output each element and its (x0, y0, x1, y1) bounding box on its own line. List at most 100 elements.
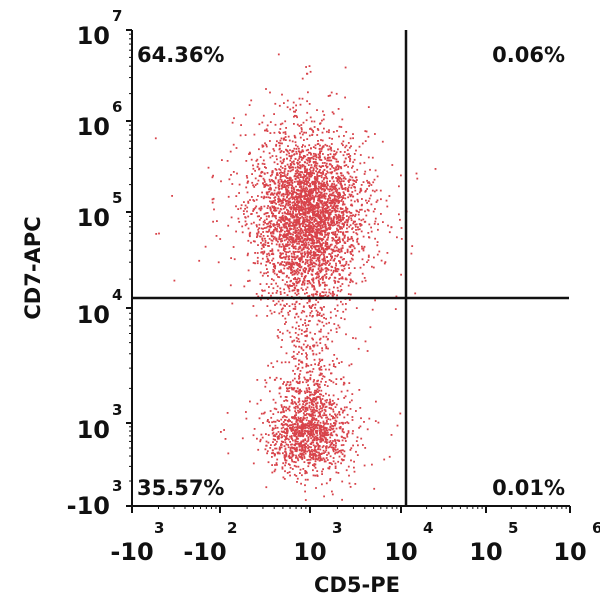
data-point (297, 183, 299, 186)
data-point (272, 300, 275, 302)
data-point (309, 160, 312, 163)
data-point (284, 217, 287, 220)
data-point (311, 403, 314, 406)
data-point (333, 157, 336, 160)
data-point (317, 415, 320, 418)
data-point (294, 357, 297, 360)
data-point (282, 383, 284, 385)
data-point (345, 206, 347, 209)
data-point (323, 185, 325, 188)
data-point (283, 239, 286, 242)
data-point (314, 189, 316, 192)
data-point (287, 425, 290, 427)
data-point (333, 246, 336, 249)
data-point (262, 246, 265, 248)
data-point (296, 423, 299, 426)
data-point (303, 451, 305, 453)
data-point (291, 196, 294, 198)
data-point (326, 438, 329, 441)
data-point (319, 425, 322, 428)
data-point (317, 202, 320, 205)
data-point (281, 272, 284, 275)
data-point (318, 457, 320, 460)
data-point (305, 190, 308, 192)
data-point (306, 397, 309, 400)
data-point (308, 239, 311, 242)
data-point (358, 250, 361, 253)
data-point (279, 160, 282, 163)
data-point (335, 158, 338, 161)
data-point (337, 215, 339, 218)
data-point (320, 148, 323, 150)
data-point (364, 340, 367, 343)
data-point (287, 209, 290, 212)
data-point (300, 232, 303, 234)
data-point (338, 196, 341, 199)
data-point (329, 201, 332, 204)
data-point (303, 139, 305, 141)
data-point (312, 338, 314, 341)
data-point (318, 232, 321, 235)
data-point (294, 231, 297, 233)
data-point (345, 219, 348, 222)
data-point (301, 458, 304, 461)
data-point (307, 433, 310, 435)
data-point (324, 224, 327, 226)
data-point (321, 321, 324, 324)
data-point (272, 238, 275, 240)
data-point (271, 250, 274, 252)
data-point (266, 130, 269, 132)
data-point (294, 157, 297, 160)
data-point (319, 122, 321, 125)
data-point (287, 184, 290, 187)
data-point (332, 430, 335, 433)
data-point (224, 438, 227, 440)
data-point (315, 203, 318, 206)
data-point (294, 461, 297, 464)
data-point (323, 188, 326, 191)
data-point (272, 253, 275, 256)
data-point (369, 326, 372, 329)
data-point (283, 267, 286, 270)
data-point (314, 456, 317, 458)
data-point (288, 457, 291, 459)
data-point (349, 155, 352, 157)
data-point (291, 194, 293, 197)
data-point (321, 433, 324, 435)
data-point (298, 242, 300, 245)
data-point (299, 468, 302, 471)
data-point (318, 454, 321, 456)
data-point (290, 177, 292, 180)
data-point (314, 463, 317, 466)
data-point (309, 282, 312, 285)
data-point (315, 154, 318, 157)
data-point (322, 278, 324, 281)
data-point (321, 398, 324, 400)
data-point (284, 198, 286, 201)
data-point (327, 205, 329, 208)
data-point (309, 230, 312, 233)
data-point (324, 229, 327, 232)
data-point (284, 120, 287, 123)
data-point (310, 446, 312, 449)
data-point (323, 192, 326, 195)
data-point (306, 250, 309, 253)
data-point (283, 137, 286, 140)
data-point (271, 155, 274, 157)
data-point (338, 125, 341, 128)
data-point (321, 281, 324, 284)
data-point (236, 172, 238, 175)
data-point (314, 178, 316, 181)
data-point (310, 424, 313, 427)
data-point (301, 419, 304, 421)
data-point (327, 347, 329, 350)
data-point (273, 201, 276, 204)
data-point (329, 440, 332, 442)
data-point (340, 196, 343, 198)
data-point (279, 128, 282, 130)
data-point (335, 92, 338, 95)
data-point (293, 245, 296, 248)
data-point (390, 434, 393, 436)
data-point (297, 229, 300, 231)
data-point (298, 417, 300, 420)
